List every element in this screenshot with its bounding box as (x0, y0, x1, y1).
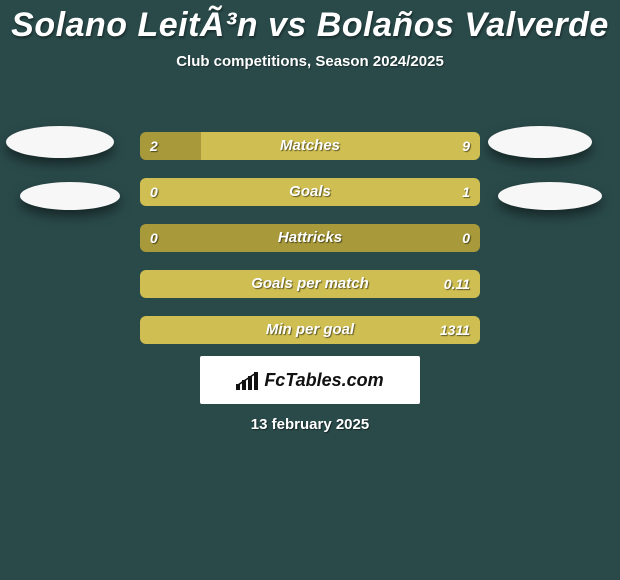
stat-value-right: 0.11 (444, 270, 470, 298)
stat-value-left: 0 (150, 178, 158, 206)
stat-value-left: 2 (150, 132, 158, 160)
logo-text: FcTables.com (264, 370, 383, 391)
logo-box: FcTables.com (200, 356, 420, 404)
stat-bar-left (140, 224, 480, 252)
stat-bar-right (201, 132, 480, 160)
stat-bar (140, 316, 480, 344)
stat-rows: Matches29Goals01Hattricks00Goals per mat… (0, 124, 620, 354)
stat-bar (140, 270, 480, 298)
stat-row: Min per goal1311 (0, 308, 620, 354)
stat-row: Matches29 (0, 124, 620, 170)
stat-value-right: 0 (462, 224, 470, 252)
date-text: 13 february 2025 (0, 416, 620, 433)
stat-bar-right (140, 270, 480, 298)
stat-value-left: 0 (150, 224, 158, 252)
stat-row: Hattricks00 (0, 216, 620, 262)
page-title: Solano LeitÃ³n vs Bolaños Valverde (0, 6, 620, 45)
stat-bar (140, 224, 480, 252)
logo-bars-icon (236, 370, 260, 390)
stat-value-right: 1311 (440, 316, 470, 344)
stat-bar (140, 132, 480, 160)
stat-bar (140, 178, 480, 206)
stat-row: Goals per match0.11 (0, 262, 620, 308)
stat-row: Goals01 (0, 170, 620, 216)
stat-value-right: 9 (462, 132, 470, 160)
stat-bar-right (140, 316, 480, 344)
comparison-infographic: Solano LeitÃ³n vs Bolaños Valverde Club … (0, 6, 620, 580)
stat-value-right: 1 (462, 178, 470, 206)
logo: FcTables.com (236, 370, 383, 391)
page-subtitle: Club competitions, Season 2024/2025 (0, 53, 620, 70)
stat-bar-right (140, 178, 480, 206)
